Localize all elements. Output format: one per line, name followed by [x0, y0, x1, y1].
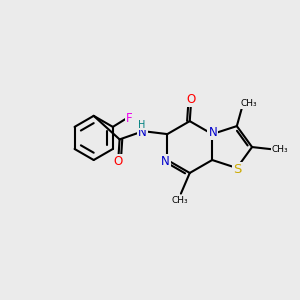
Text: O: O: [113, 155, 123, 168]
Text: N: N: [161, 155, 170, 168]
Text: N: N: [208, 126, 217, 140]
Text: H: H: [138, 120, 146, 130]
Text: S: S: [233, 163, 242, 176]
Text: CH₃: CH₃: [241, 99, 257, 108]
Text: N: N: [138, 126, 147, 140]
Text: F: F: [126, 112, 133, 124]
Text: CH₃: CH₃: [171, 196, 188, 205]
Text: O: O: [187, 93, 196, 106]
Text: CH₃: CH₃: [272, 146, 288, 154]
